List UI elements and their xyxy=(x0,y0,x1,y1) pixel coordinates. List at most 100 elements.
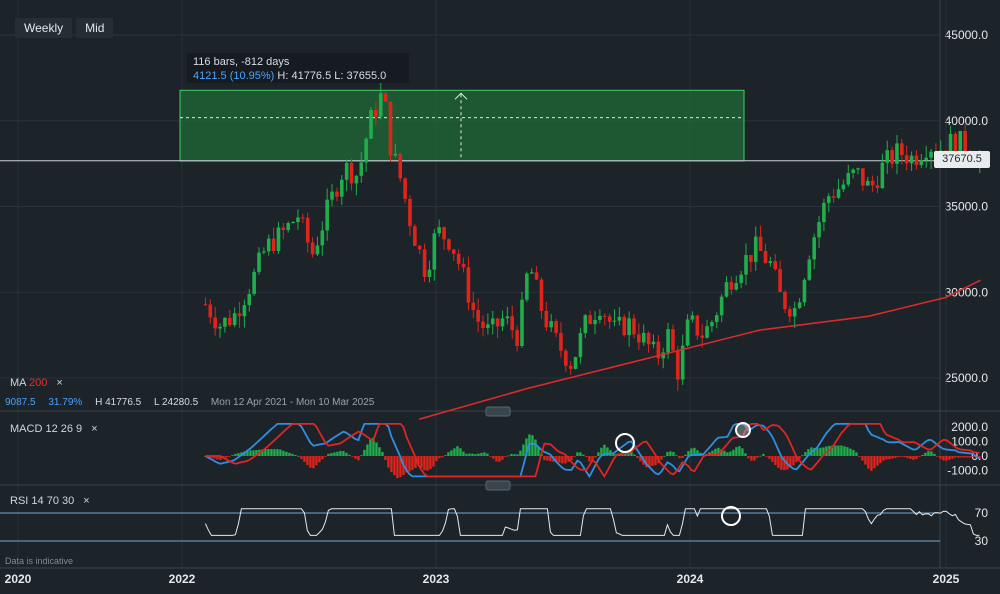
candle-body xyxy=(354,175,359,184)
macd-current-marker xyxy=(735,422,751,438)
macd-histogram-bar xyxy=(312,456,315,469)
macd-histogram-bar xyxy=(573,456,576,457)
macd-histogram-bar xyxy=(300,456,303,459)
macd-histogram-bar xyxy=(510,454,513,456)
candle-body xyxy=(271,238,276,252)
measurement-arrow-icon xyxy=(454,92,468,100)
macd-histogram-bar xyxy=(480,452,483,456)
macd-histogram-bar xyxy=(324,456,327,457)
candle-body xyxy=(242,305,247,317)
candle-body xyxy=(671,329,675,351)
candle-body xyxy=(461,263,466,268)
candle-body xyxy=(739,274,743,284)
candle-body xyxy=(627,318,631,336)
macd-histogram-bar xyxy=(630,451,633,456)
macd-histogram-bar xyxy=(942,456,945,461)
candle-body xyxy=(953,133,958,152)
time-tick-label: 2020 xyxy=(5,572,32,586)
macd-histogram-bar xyxy=(231,455,234,456)
measure-bars-days: 116 bars, -812 days xyxy=(193,56,290,68)
ma-close-icon[interactable]: × xyxy=(56,377,63,389)
macd-histogram-bar xyxy=(732,449,735,456)
macd-histogram-bar xyxy=(390,456,393,473)
candle-body xyxy=(495,318,500,327)
macd-histogram-bar xyxy=(780,456,783,470)
candle-body xyxy=(598,315,602,320)
candle-body xyxy=(549,321,553,328)
weekly-button[interactable]: Weekly xyxy=(15,18,73,38)
macd-histogram-bar xyxy=(486,453,489,456)
candle-body xyxy=(315,245,320,255)
macd-histogram-bar xyxy=(945,456,948,461)
candle-body xyxy=(656,341,661,359)
macd-histogram-bar xyxy=(717,447,720,456)
candle-body xyxy=(797,302,802,309)
macd-histogram-bar xyxy=(813,448,816,456)
macd-histogram-bar xyxy=(513,454,516,456)
macd-histogram-bar xyxy=(738,446,741,456)
candle-body xyxy=(417,245,422,250)
macd-histogram-bar xyxy=(843,446,846,456)
macd-histogram-bar xyxy=(474,454,477,456)
macd-histogram-bar xyxy=(504,456,507,457)
macd-histogram-bar xyxy=(666,452,669,456)
macd-histogram-bar xyxy=(501,456,504,460)
macd-histogram-bar xyxy=(612,452,615,456)
rsi-indicator-label: RSI 14 70 30 × xyxy=(10,495,90,507)
macd-histogram-bar xyxy=(645,456,648,468)
macd-histogram-bar xyxy=(498,456,501,462)
macd-histogram-bar xyxy=(465,453,468,456)
candle-body xyxy=(427,269,432,277)
ma-stats: 9087.5 31.79% H 41776.5 L 24280.5 Mon 12… xyxy=(5,397,384,408)
macd-histogram-bar xyxy=(900,456,903,457)
macd-histogram-bar xyxy=(870,456,873,471)
macd-histogram-bar xyxy=(972,456,975,458)
candle-body xyxy=(802,279,807,303)
macd-histogram-bar xyxy=(315,456,318,466)
macd-histogram-bar xyxy=(744,453,747,456)
candle-body xyxy=(291,222,295,224)
macd-histogram-bar xyxy=(648,456,651,467)
candle-body xyxy=(339,179,344,197)
macd-histogram-bar xyxy=(855,452,858,456)
candle-body xyxy=(451,249,456,254)
macd-histogram-bar xyxy=(954,456,957,458)
macd-histogram-bar xyxy=(852,450,855,456)
macd-histogram-bar xyxy=(897,456,900,458)
ma-low: L 24280.5 xyxy=(154,397,199,408)
macd-histogram-bar xyxy=(663,455,666,457)
rsi-close-icon[interactable]: × xyxy=(83,495,90,507)
price-tick-label: 35000.0 xyxy=(945,200,989,214)
candle-body xyxy=(617,316,622,321)
candle-body xyxy=(447,239,451,250)
time-tick-label: 2023 xyxy=(423,572,450,586)
macd-histogram-bar xyxy=(249,450,252,456)
candle-body xyxy=(476,309,480,322)
macd-histogram-bar xyxy=(432,456,435,467)
macd-histogram-bar xyxy=(264,449,267,456)
candle-body xyxy=(734,283,739,290)
mid-button[interactable]: Mid xyxy=(76,18,114,38)
rsi-tick-label: 30 xyxy=(975,534,989,548)
macd-histogram-bar xyxy=(861,456,864,461)
macd-histogram-bar xyxy=(579,452,582,456)
macd-histogram-bar xyxy=(906,456,909,459)
candle-body xyxy=(325,199,329,231)
macd-close-icon[interactable]: × xyxy=(91,423,98,435)
macd-histogram-bar xyxy=(507,455,510,457)
macd-histogram-bar xyxy=(462,451,465,456)
macd-histogram-bar xyxy=(420,456,423,468)
macd-histogram-bar xyxy=(807,449,810,456)
macd-histogram-bar xyxy=(753,456,756,461)
macd-histogram-bar xyxy=(594,456,597,458)
macd-histogram-bar xyxy=(819,447,822,456)
candle-body xyxy=(510,316,515,331)
macd-histogram-bar xyxy=(678,456,681,459)
macd-histogram-bar xyxy=(522,444,525,456)
macd-histogram-bar xyxy=(960,456,963,458)
macd-histogram-bar xyxy=(849,448,852,456)
candle-body xyxy=(602,315,607,317)
macd-histogram-bar xyxy=(915,456,918,460)
